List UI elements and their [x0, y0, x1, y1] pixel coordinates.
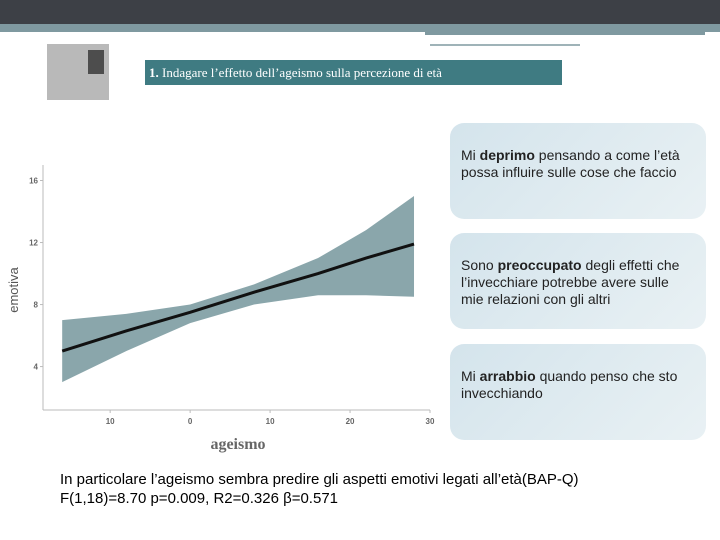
- card: Mi arrabbio quando penso che sto invecch…: [450, 344, 706, 440]
- deco-line: [425, 32, 705, 35]
- x-tick-label: 10: [266, 417, 275, 426]
- card-text: Mi: [461, 368, 480, 384]
- x-tick-label: 0: [188, 417, 193, 426]
- header-number: 1.: [149, 65, 159, 80]
- card-bold: preoccupato: [497, 257, 582, 273]
- y-tick-label: 12: [29, 239, 38, 248]
- card-bold: deprimo: [479, 147, 535, 163]
- caption: In particolare l’ageismo sembra predire …: [60, 470, 579, 508]
- top-stripe: [0, 24, 720, 32]
- x-tick-label: 10: [106, 417, 115, 426]
- card-text: Sono: [461, 257, 498, 273]
- x-tick-label: 30: [426, 417, 435, 426]
- card-bold: arrabbio: [479, 368, 536, 384]
- caption-line: F(1,18)=8.70 p=0.009, R2=0.326 β=0.571: [60, 490, 339, 507]
- x-tick-label: 20: [346, 417, 355, 426]
- caption-line: In particolare l’ageismo sembra predire …: [60, 471, 579, 488]
- photo-phone: [88, 50, 104, 74]
- card-text: Mi: [461, 147, 480, 163]
- confidence-band: [62, 196, 415, 383]
- header-title: Indagare l’effetto dell’ageismo sulla pe…: [162, 65, 442, 80]
- card-text: pensando a come l’età possa influire sul…: [461, 147, 680, 180]
- section-header: 1. Indagare l’effetto dell’ageismo sulla…: [145, 60, 562, 85]
- y-axis-label: emotiva: [6, 266, 21, 312]
- card: Mi deprimo pensando a come l’età possa i…: [450, 123, 706, 219]
- card-text: degli effetti che l’invecchiare potrebbe…: [461, 257, 680, 307]
- y-tick-label: 8: [34, 301, 39, 310]
- deco-line: [430, 44, 580, 46]
- x-axis-label: ageismo: [210, 436, 265, 453]
- card: Sono preoccupato degli effetti che l’inv…: [450, 233, 706, 329]
- y-tick-label: 16: [29, 177, 38, 186]
- card-text: quando penso che sto invecchiando: [461, 368, 678, 401]
- regression-line: [61, 242, 415, 353]
- y-tick-label: 4: [34, 363, 39, 372]
- top-bar: [0, 0, 720, 24]
